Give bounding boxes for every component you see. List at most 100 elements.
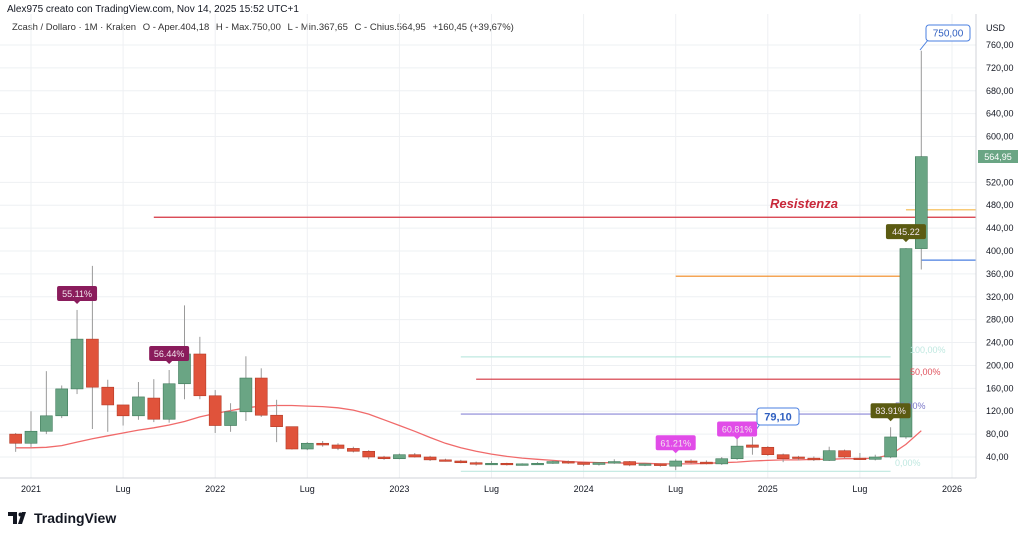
legend-open: O - Aper.404,18 — [142, 22, 210, 33]
percent-badge-text: 83.91% — [875, 406, 906, 416]
callout-low-box[interactable] — [756, 407, 800, 426]
candle-body — [239, 377, 253, 413]
fib-top-label: 100,00% — [910, 345, 946, 355]
candle — [654, 463, 667, 467]
percent-badge-text: 445.22 — [892, 227, 920, 237]
candle — [285, 426, 299, 450]
candle — [408, 452, 422, 458]
candle — [669, 459, 683, 471]
candle — [485, 461, 498, 466]
price-tick-label: 680,00 — [986, 86, 1014, 96]
percent-badge-text: 56.44% — [154, 349, 185, 359]
candle-body — [86, 338, 99, 388]
candle — [469, 461, 483, 466]
candle-body — [393, 454, 406, 460]
watermark-text: Alex975 creato con TradingView.com, Nov … — [7, 4, 299, 15]
candle-body — [761, 446, 775, 456]
candle — [193, 336, 207, 400]
price-tick-label: 360,00 — [986, 269, 1014, 279]
candle — [239, 356, 253, 421]
candle-body — [730, 445, 744, 460]
candle-body — [884, 436, 897, 458]
price-tick-label: 200,00 — [986, 360, 1014, 370]
candle-body — [684, 460, 698, 463]
candle-body — [300, 442, 314, 450]
price-tick-label: 640,00 — [986, 109, 1014, 119]
candle — [439, 458, 452, 462]
candle-body — [746, 444, 759, 448]
time-tick-label: Lug — [484, 484, 499, 494]
currency-label: USD — [986, 23, 1006, 33]
callout-high-text: 750,00 — [933, 29, 964, 40]
callout-high-box[interactable] — [925, 24, 971, 42]
candle-body — [822, 450, 836, 461]
candle — [40, 371, 53, 435]
price-tick-label: 600,00 — [986, 132, 1014, 142]
fib-0-label: 0,00% — [895, 458, 921, 468]
percent-badge — [885, 224, 926, 240]
candle — [515, 463, 529, 466]
candle — [577, 462, 590, 467]
candle — [531, 462, 544, 466]
time-tick-label: Lug — [852, 484, 867, 494]
time-axis[interactable]: 2021 Lug 2022 Lug 2023 Lug 2024 Lug 2025 Lug 2026 — [21, 484, 962, 494]
candle — [715, 457, 729, 466]
candles — [9, 50, 928, 471]
price-tick-label: 280,00 — [986, 315, 1014, 325]
candle-body — [546, 461, 560, 464]
symbol-legend: Zcash / Dollaro · 1M · Kraken O - Aper.4… — [12, 22, 518, 33]
candle-body — [899, 248, 913, 438]
candle-body — [853, 457, 867, 460]
legend-close: C - Chius.564,95 — [354, 22, 426, 33]
candle — [316, 440, 329, 447]
candle-body — [838, 450, 851, 458]
candle — [55, 385, 69, 419]
tradingview-logo[interactable]: TradingView — [8, 510, 116, 526]
price-axis[interactable]: 40,00 80,00 120,00 160,00 200,00 240,00 280,00… — [986, 40, 1014, 462]
time-tick-label: Lug — [116, 484, 131, 494]
candle-body — [715, 458, 729, 465]
candle-body — [607, 461, 621, 464]
candle-body — [531, 462, 544, 466]
price-tick-label: 760,00 — [986, 40, 1014, 50]
last-price-text: 564,95 — [984, 152, 1012, 162]
time-tick-label: 2022 — [205, 484, 225, 494]
time-tick-label: Lug — [300, 484, 315, 494]
candle — [347, 446, 360, 453]
price-tick-label: 240,00 — [986, 338, 1014, 348]
candle-body — [362, 450, 376, 458]
candle — [254, 368, 268, 417]
candle-body — [654, 463, 667, 466]
candle-body — [101, 386, 115, 406]
time-tick-label: 2024 — [574, 484, 594, 494]
callout-high-pointer — [919, 39, 929, 51]
candle-body — [669, 460, 683, 467]
price-tick-label: 40,00 — [986, 452, 1009, 462]
candle-body — [485, 462, 498, 466]
candle-body — [193, 353, 207, 397]
fib-50-label: 50,00% — [910, 367, 941, 377]
candle-body — [316, 442, 329, 446]
price-tick-label: 120,00 — [986, 406, 1014, 416]
candle — [700, 460, 713, 465]
legend-symbol[interactable]: Zcash / Dollaro · 1M · Kraken — [12, 22, 137, 33]
candle-body — [408, 454, 422, 458]
candle-body — [24, 430, 38, 444]
price-tick-label: 400,00 — [986, 246, 1014, 256]
candle-body — [254, 377, 268, 416]
price-tick-label: 480,00 — [986, 200, 1014, 210]
candle — [561, 460, 575, 464]
percent-badge — [655, 435, 696, 451]
percent-badge-text: 61.21% — [660, 438, 691, 448]
candle-body — [592, 462, 606, 465]
candle — [208, 390, 222, 433]
legend-high: H - Max.750,00 — [215, 22, 281, 33]
candle-body — [55, 388, 69, 417]
percent-badge-text: 60.81% — [722, 425, 753, 435]
candle-body — [423, 456, 437, 461]
time-tick-label: 2026 — [942, 484, 962, 494]
candle — [147, 379, 161, 423]
price-tick-label: 160,00 — [986, 383, 1014, 393]
time-tick-label: Lug — [668, 484, 683, 494]
